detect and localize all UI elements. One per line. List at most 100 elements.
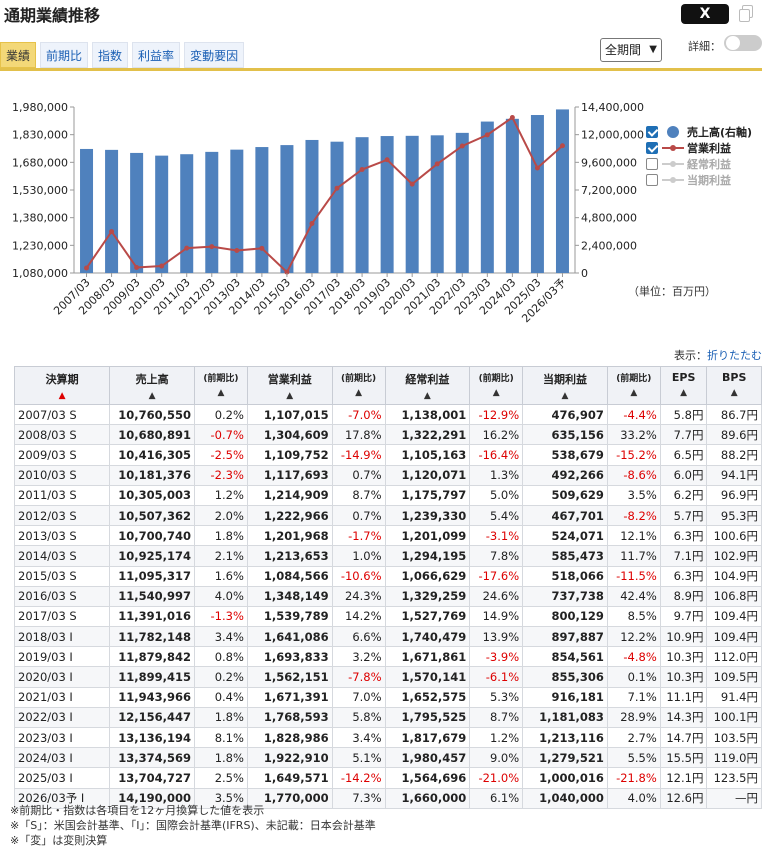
column-header[interactable]: (前期比) ▲ bbox=[193, 366, 248, 405]
table-cell: 10,416,305 bbox=[109, 444, 195, 466]
sort-arrow-icon[interactable]: ▲ bbox=[561, 391, 569, 401]
sort-arrow-icon[interactable]: ▲ bbox=[423, 391, 431, 401]
sort-arrow-icon[interactable]: ▲ bbox=[355, 388, 363, 398]
table-cell: 1,040,000 bbox=[522, 787, 608, 809]
left-tick-label: 1,380,000 bbox=[12, 212, 68, 225]
tab-factors[interactable]: 変動要因 bbox=[184, 42, 245, 68]
table-cell: 10,181,376 bbox=[109, 464, 195, 486]
sales-bar bbox=[555, 109, 569, 273]
table-cell: 2010/03 S bbox=[13, 464, 111, 486]
sort-arrow-icon[interactable]: ▲ bbox=[148, 391, 156, 401]
table-cell: 12.1% bbox=[606, 525, 661, 547]
table-cell: 1,660,000 bbox=[384, 787, 471, 809]
operating-profit-point bbox=[234, 248, 240, 254]
table-cell: 518,066 bbox=[522, 565, 608, 587]
table-row: 2022/03 I 12,156,447 1.8% 1,768,593 5.8% 1,79… bbox=[13, 706, 762, 729]
operating-profit-point bbox=[159, 263, 165, 269]
tab-index[interactable]: 指数 bbox=[92, 42, 129, 68]
sort-arrow-icon[interactable]: ▲ bbox=[630, 388, 638, 398]
sort-arrow-icon[interactable]: ▲ bbox=[492, 388, 500, 398]
table-cell: -7.0% bbox=[331, 403, 386, 426]
copy-icon[interactable] bbox=[737, 4, 755, 24]
footnote: ※「S」：米国会計基準、「I」：国際会計基準(IFRS)、未記載：日本会計基準 bbox=[10, 819, 376, 832]
legend-checkbox[interactable] bbox=[646, 142, 658, 154]
tab-yoy[interactable]: 前期比 bbox=[40, 42, 89, 68]
tab-performance[interactable]: 業績 bbox=[0, 42, 37, 68]
table-row: 2023/03 I 13,136,194 8.1% 1,828,986 3.4% 1,81… bbox=[13, 726, 762, 749]
sort-arrow-icon[interactable]: ▲ bbox=[58, 391, 66, 401]
table-cell: 88.2円 bbox=[706, 444, 762, 466]
sales-bar bbox=[455, 132, 469, 273]
legend-checkbox[interactable] bbox=[646, 126, 658, 138]
legend-checkbox[interactable] bbox=[646, 158, 658, 170]
table-cell: 1,828,986 bbox=[246, 726, 333, 749]
sort-arrow-icon[interactable]: ▲ bbox=[217, 388, 225, 398]
table-cell: -15.2% bbox=[606, 444, 661, 466]
column-header[interactable]: 当期利益 ▲ bbox=[522, 366, 608, 405]
column-header-label: 決算期 bbox=[45, 373, 79, 386]
table-cell: -11.5% bbox=[606, 565, 661, 587]
column-header-label: 売上高 bbox=[135, 373, 169, 386]
table-cell: 538,679 bbox=[522, 444, 608, 466]
table-cell: 17.8% bbox=[331, 424, 386, 446]
table-cell: 1.8% bbox=[193, 706, 248, 729]
legend-item-sales[interactable]: 売上高(右軸) bbox=[646, 124, 752, 140]
table-cell: -2.5% bbox=[193, 444, 248, 466]
table-cell: 7.8% bbox=[469, 545, 524, 567]
detail-toggle[interactable] bbox=[724, 35, 762, 51]
period-select-value: 全期間 bbox=[605, 43, 642, 57]
collapse-link[interactable]: 折りたたむ bbox=[707, 349, 762, 362]
sales-bar bbox=[230, 149, 244, 273]
table-cell: 2020/03 I bbox=[13, 666, 111, 688]
table-cell: 2019/03 I bbox=[13, 646, 111, 668]
column-header[interactable]: EPS ▲ bbox=[659, 366, 708, 405]
column-header[interactable]: (前期比) ▲ bbox=[331, 366, 386, 405]
sort-arrow-icon[interactable]: ▲ bbox=[730, 388, 738, 398]
table-cell: 1,084,566 bbox=[246, 565, 333, 587]
column-header[interactable]: 経常利益 ▲ bbox=[384, 366, 471, 405]
footnotes: ※前期比・指数は各項目を12ヶ月換算した値を表示 ※「S」：米国会計基準、「I」… bbox=[10, 803, 376, 848]
sort-arrow-icon[interactable]: ▲ bbox=[680, 388, 688, 398]
table-cell: 119.0円 bbox=[706, 747, 762, 769]
table-cell: 8.7% bbox=[469, 706, 524, 729]
legend-item-ordinary-profit[interactable]: 経常利益 bbox=[646, 156, 752, 172]
table-cell: 11,095,317 bbox=[109, 565, 195, 587]
sales-bar bbox=[330, 141, 344, 273]
period-select[interactable]: 全期間 ▼ bbox=[600, 38, 662, 62]
table-cell: 3.2% bbox=[331, 646, 386, 668]
column-header-label: (前期比) bbox=[340, 374, 377, 384]
legend-item-net-profit[interactable]: 当期利益 bbox=[646, 172, 752, 188]
column-header[interactable]: 売上高 ▲ bbox=[109, 366, 195, 405]
legend-item-operating-profit[interactable]: 営業利益 bbox=[646, 140, 752, 156]
table-cell: 1,570,141 bbox=[384, 666, 471, 688]
right-tick-label: 9,600,000 bbox=[581, 156, 637, 169]
table-cell: 897,887 bbox=[522, 626, 608, 648]
table-cell: 96.9円 bbox=[706, 484, 762, 506]
table-cell: 2016/03 S bbox=[13, 585, 111, 607]
table-cell: 1,740,479 bbox=[384, 626, 471, 648]
x-share-button[interactable]: X bbox=[681, 4, 729, 24]
table-cell: -4.4% bbox=[606, 403, 661, 426]
table-row: 2014/03 S 10,925,174 2.1% 1,213,653 1.0% 1,29… bbox=[13, 545, 762, 567]
table-cell: 13,374,569 bbox=[109, 747, 195, 769]
column-header[interactable]: 営業利益 ▲ bbox=[246, 366, 333, 405]
table-cell: 9.7円 bbox=[659, 605, 708, 628]
table-cell: 2.7% bbox=[606, 726, 661, 749]
table-cell: 467,701 bbox=[522, 504, 608, 527]
sales-bar bbox=[530, 115, 544, 273]
column-header[interactable]: (前期比) ▲ bbox=[606, 366, 661, 405]
table-cell: 1,671,391 bbox=[246, 686, 333, 708]
table-cell: 1,770,000 bbox=[246, 787, 333, 809]
column-header[interactable]: BPS ▲ bbox=[706, 366, 762, 405]
legend-checkbox[interactable] bbox=[646, 174, 658, 186]
table-cell: 11,782,148 bbox=[109, 626, 195, 648]
column-header[interactable]: (前期比) ▲ bbox=[469, 366, 524, 405]
table-cell: 1.0% bbox=[331, 545, 386, 567]
tab-margin[interactable]: 利益率 bbox=[132, 42, 181, 68]
table-cell: 0.2% bbox=[193, 666, 248, 688]
sort-arrow-icon[interactable]: ▲ bbox=[286, 391, 294, 401]
table-cell: 100.1円 bbox=[706, 706, 762, 729]
column-header[interactable]: 決算期 ▲ bbox=[13, 366, 111, 405]
left-tick-label: 1,980,000 bbox=[12, 101, 68, 114]
table-cell: 1,201,099 bbox=[384, 525, 471, 547]
